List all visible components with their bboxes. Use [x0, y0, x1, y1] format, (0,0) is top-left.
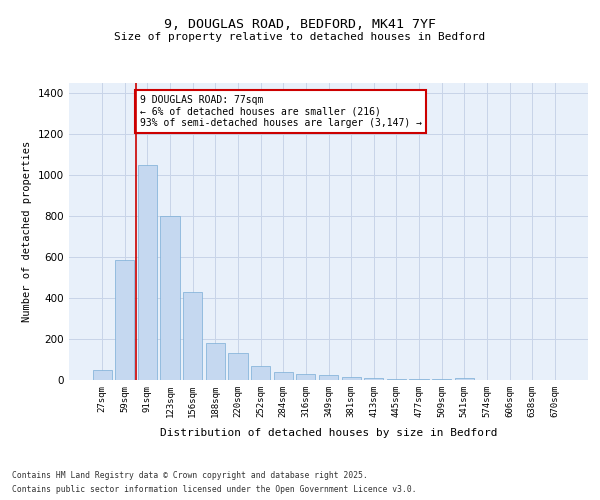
- Bar: [160, 216, 180, 380]
- Bar: [274, 372, 293, 380]
- Bar: [251, 366, 270, 380]
- Bar: [455, 378, 474, 380]
- Bar: [409, 379, 428, 380]
- Text: Distribution of detached houses by size in Bedford: Distribution of detached houses by size …: [160, 428, 497, 438]
- Text: 9, DOUGLAS ROAD, BEDFORD, MK41 7YF: 9, DOUGLAS ROAD, BEDFORD, MK41 7YF: [164, 18, 436, 30]
- Bar: [296, 374, 316, 380]
- Bar: [92, 370, 112, 380]
- Text: Contains HM Land Registry data © Crown copyright and database right 2025.: Contains HM Land Registry data © Crown c…: [12, 472, 368, 480]
- Bar: [341, 377, 361, 380]
- Bar: [432, 379, 451, 380]
- Bar: [387, 379, 406, 380]
- Bar: [115, 260, 134, 380]
- Bar: [319, 376, 338, 380]
- Y-axis label: Number of detached properties: Number of detached properties: [22, 140, 32, 322]
- Bar: [206, 344, 225, 380]
- Text: 9 DOUGLAS ROAD: 77sqm
← 6% of detached houses are smaller (216)
93% of semi-deta: 9 DOUGLAS ROAD: 77sqm ← 6% of detached h…: [140, 95, 422, 128]
- Text: Contains public sector information licensed under the Open Government Licence v3: Contains public sector information licen…: [12, 484, 416, 494]
- Bar: [138, 165, 157, 380]
- Text: Size of property relative to detached houses in Bedford: Size of property relative to detached ho…: [115, 32, 485, 42]
- Bar: [364, 378, 383, 380]
- Bar: [229, 354, 248, 380]
- Bar: [183, 292, 202, 380]
